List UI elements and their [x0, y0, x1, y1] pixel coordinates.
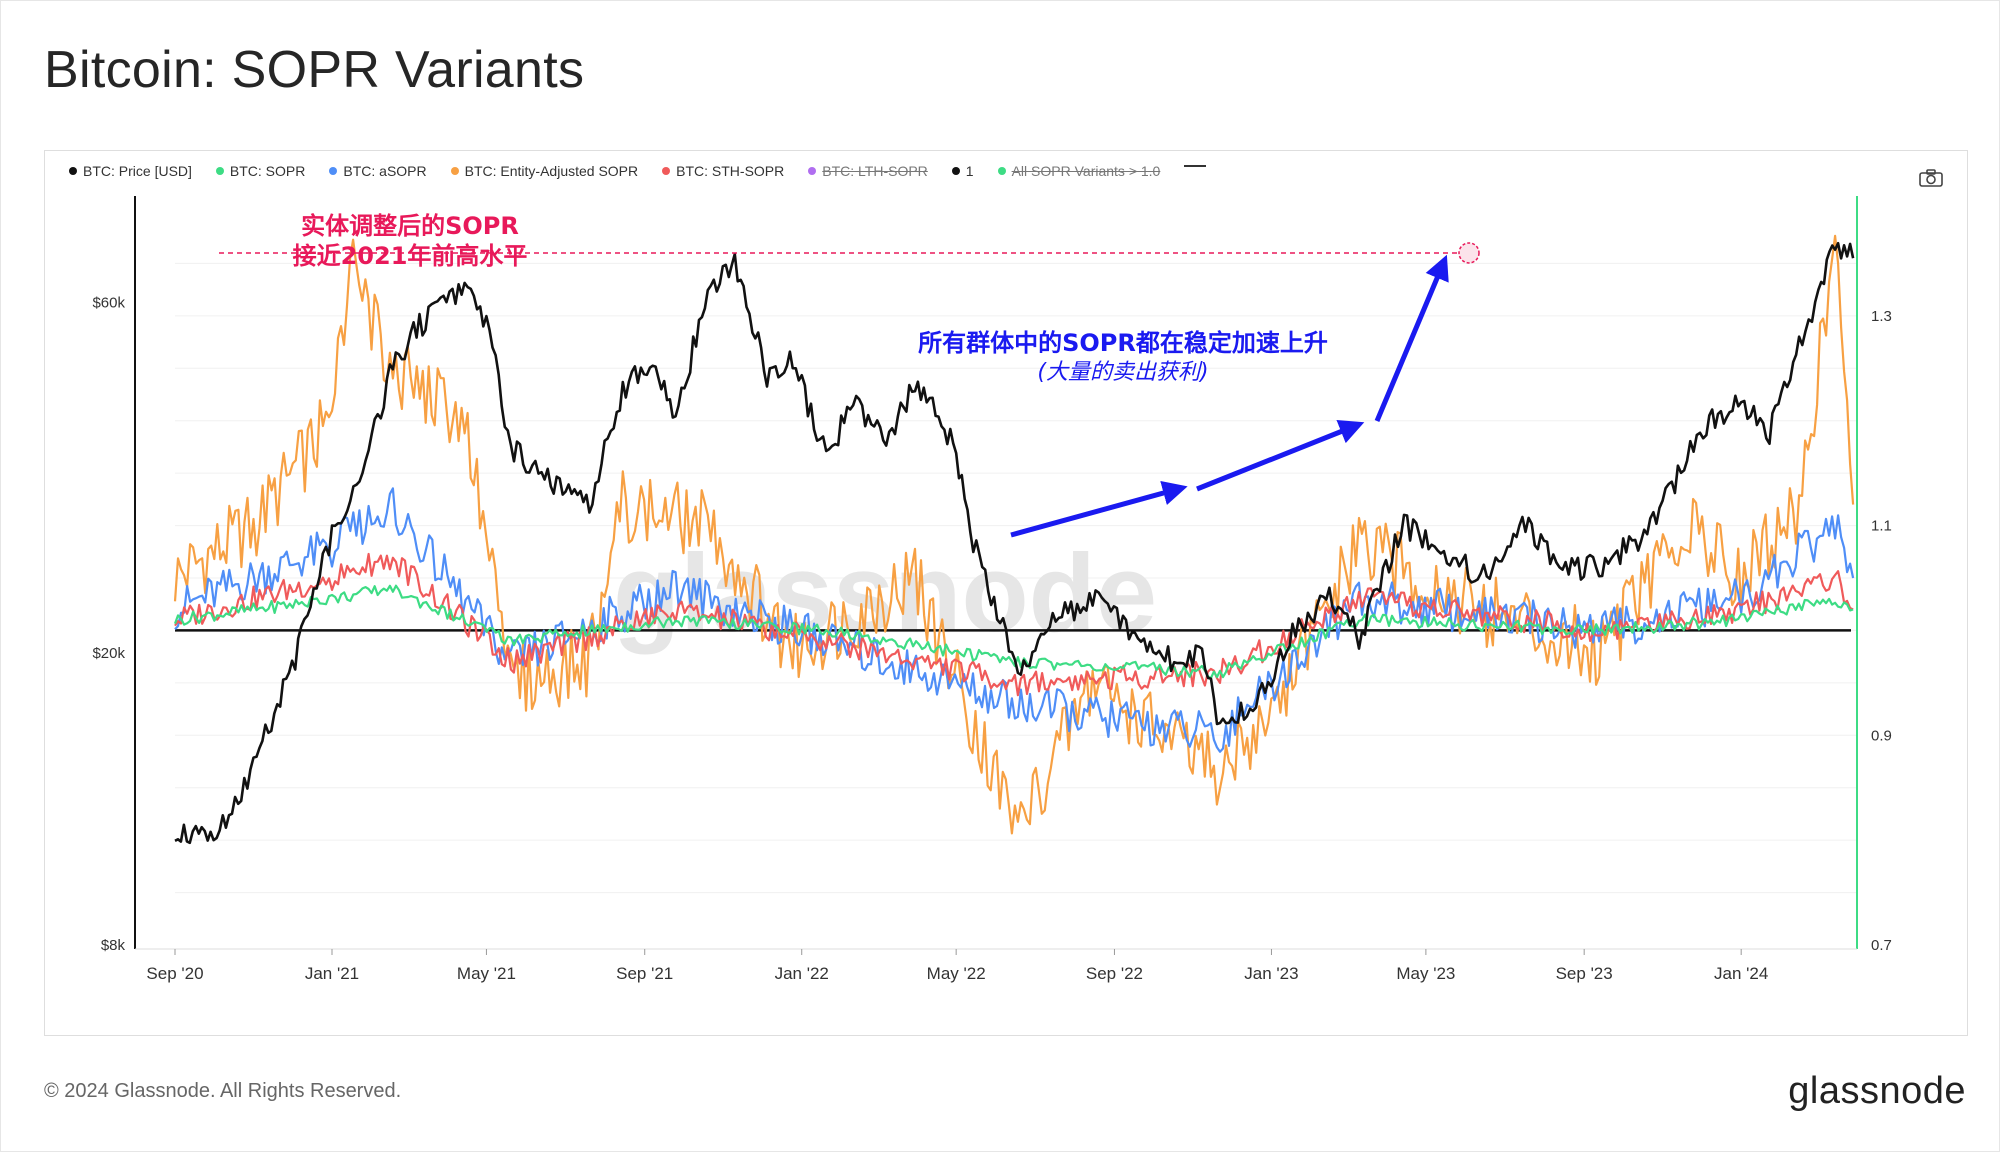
- legend-item[interactable]: BTC: aSOPR: [329, 163, 427, 179]
- watermark-text: glassnode: [613, 532, 1157, 655]
- chart-legend: BTC: Price [USD] BTC: SOPR BTC: aSOPR BTC: …: [69, 163, 1207, 179]
- legend-swatch: [997, 167, 1006, 175]
- legend-swatch: [951, 167, 960, 175]
- legend-item[interactable]: BTC: LTH-SOPR: [808, 163, 928, 179]
- legend-more-icon[interactable]: [1184, 165, 1207, 167]
- x-tick-label: Sep '20: [146, 964, 203, 983]
- legend-label: BTC: LTH-SOPR: [822, 163, 928, 179]
- x-tick-label: May '21: [457, 964, 516, 983]
- legend-swatch: [808, 167, 817, 175]
- chart-plot: glassnode $8k $20k $60k 0.7 0.9 1.1 1.3 Sep '20 J…: [92, 196, 1892, 983]
- legend-label: 1: [965, 163, 974, 179]
- legend-swatch: [215, 167, 224, 175]
- y-left-tick-label: $8k: [101, 937, 126, 954]
- y-right-tick-label: 1.1: [1871, 518, 1892, 535]
- legend-item[interactable]: 1: [951, 163, 974, 179]
- legend-label: BTC: STH-SOPR: [676, 163, 785, 179]
- y-right-tick-label: 0.9: [1871, 727, 1892, 744]
- series-line-btc-price-usd-: [174, 241, 1855, 845]
- y-right-tick-label: 1.3: [1871, 308, 1892, 325]
- chart-card: BTC: Price [USD] BTC: SOPR BTC: aSOPR BTC: …: [44, 150, 1968, 1036]
- annotation-arrow: [1010, 480, 1188, 538]
- series-line-btc-asopr: [174, 487, 1855, 753]
- y-right-tick-label: 0.7: [1871, 937, 1892, 954]
- legend-item[interactable]: BTC: SOPR: [215, 163, 306, 179]
- annotation-blue-line2: (大量的卖出获利): [1037, 360, 1208, 385]
- x-tick-label: Jan '23: [1244, 964, 1298, 983]
- legend-item[interactable]: BTC: Price [USD]: [69, 163, 192, 179]
- annotation-red-line1: 实体调整后的SOPR: [301, 212, 519, 240]
- x-tick-label: Jan '21: [305, 964, 359, 983]
- annotation-blue-line1: 所有群体中的SOPR都在稳定加速上升: [918, 329, 1328, 357]
- legend-item[interactable]: All SOPR Variants > 1.0: [997, 163, 1161, 179]
- legend-item[interactable]: BTC: STH-SOPR: [662, 163, 784, 179]
- annotation-arrow: [1374, 254, 1449, 422]
- x-tick-label: Jan '22: [775, 964, 829, 983]
- x-tick-label: Sep '22: [1086, 964, 1143, 983]
- legend-swatch: [329, 167, 338, 175]
- annotation-red-line2: 接近2021年前高水平: [293, 242, 528, 270]
- camera-icon[interactable]: [1919, 169, 1943, 187]
- page-title: Bitcoin: SOPR Variants: [44, 41, 585, 99]
- legend-label: BTC: aSOPR: [343, 163, 427, 179]
- annotation-arrow: [1196, 419, 1365, 492]
- x-tick-label: Sep '21: [616, 964, 673, 983]
- legend-swatch: [69, 167, 77, 175]
- series-line-btc-sopr: [173, 584, 1854, 680]
- series-line-btc-sth-sopr: [174, 552, 1854, 697]
- legend-label: All SOPR Variants > 1.0: [1011, 163, 1161, 179]
- footer-logo: glassnode: [1788, 1070, 1966, 1112]
- x-tick-label: Jan '24: [1714, 964, 1768, 983]
- x-tick-label: May '22: [927, 964, 986, 983]
- annotation-circle: [1458, 242, 1480, 264]
- legend-swatch: [662, 167, 671, 175]
- y-left-tick-label: $20k: [92, 645, 125, 662]
- legend-item[interactable]: BTC: Entity-Adjusted SOPR: [450, 163, 639, 179]
- legend-label: BTC: Entity-Adjusted SOPR: [464, 163, 639, 179]
- legend-label: BTC: Price [USD]: [83, 163, 192, 179]
- footer-copyright: © 2024 Glassnode. All Rights Reserved.: [44, 1080, 402, 1102]
- x-tick-label: May '23: [1396, 964, 1455, 983]
- x-tick-label: Sep '23: [1556, 964, 1613, 983]
- legend-label: BTC: SOPR: [229, 163, 306, 179]
- y-left-tick-label: $60k: [92, 295, 125, 312]
- legend-swatch: [450, 167, 459, 175]
